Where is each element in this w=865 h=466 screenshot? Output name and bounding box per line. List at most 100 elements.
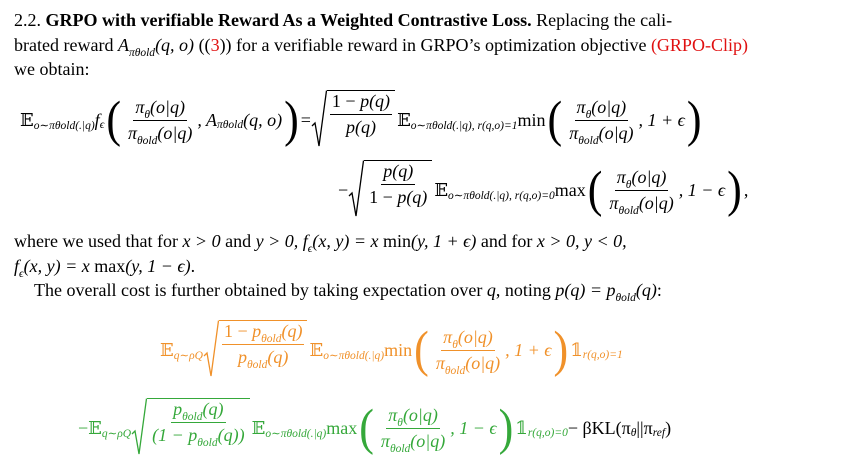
math-text: (q, o): [243, 109, 283, 130]
math-text: (1 − p: [152, 425, 198, 445]
denominator: πθold(o|q): [434, 351, 502, 377]
radical-stroke: [312, 91, 327, 146]
math-text: p: [238, 347, 248, 367]
subscript: ϵ: [307, 243, 313, 255]
text: −: [338, 179, 349, 200]
subscript: o∼πθold(.|q): [265, 428, 327, 440]
math-text: , 1 + ϵ: [638, 109, 685, 130]
numerator: πθ(o|q): [441, 327, 495, 351]
subscript: θ: [630, 427, 637, 439]
text: ): [665, 417, 672, 438]
radical-sign: [348, 160, 364, 220]
text-line: we obtain:: [14, 59, 89, 80]
text: 𝟙: [570, 339, 583, 360]
fraction: πθ(o|q) πθold(o|q): [434, 327, 502, 377]
math-text: (q): [202, 399, 224, 419]
radical-stroke: [349, 161, 364, 216]
text-line: brated reward Aπθold(q, o) ((3)) for a v…: [14, 35, 748, 59]
numerator: 1 − p(q): [329, 91, 393, 115]
math-text: A: [117, 35, 129, 55]
math-text: (q): [281, 321, 303, 341]
math-text: (y, 1 + ϵ): [410, 231, 477, 251]
math-text: π: [443, 326, 453, 347]
math-text: π: [388, 404, 398, 425]
subscript: πθold: [128, 47, 156, 59]
text: 1 −: [223, 321, 253, 341]
math-text: p(q): [397, 187, 428, 207]
numerator: pθold(q): [171, 399, 226, 423]
text: 𝔼: [309, 339, 324, 360]
math-text: , 1 − ϵ: [450, 417, 497, 438]
text: brated reward: [14, 35, 118, 55]
bold-text: GRPO with verifiable Reward As a Weighte…: [45, 10, 532, 30]
text: 𝟙: [515, 417, 528, 438]
math-text: (x, y) = x: [312, 231, 379, 251]
math-text: f: [14, 256, 20, 276]
math-text: π: [576, 96, 586, 117]
math-text: π: [435, 352, 445, 373]
numerator: p(q): [381, 161, 416, 185]
subscript: θ: [585, 108, 592, 121]
subscript: θold: [182, 411, 203, 423]
reference-link[interactable]: (GRPO-Clip): [650, 35, 748, 55]
text: .: [190, 256, 196, 276]
radical-sign: [131, 398, 147, 458]
math-text: p(q): [360, 91, 391, 111]
text: The overall cost is further obtained by …: [34, 280, 487, 300]
text: we obtain:: [14, 59, 90, 79]
denominator: (1 − pθold(q)): [150, 423, 246, 449]
math-text: π: [380, 430, 390, 451]
math-text: (o|q): [410, 430, 446, 451]
math-text: π: [135, 96, 145, 117]
fraction: πθ(o|q) πθold(o|q): [126, 96, 194, 147]
radicand: 1 − pθold(q) pθold(q): [218, 320, 308, 380]
math-text: , 1 − ϵ: [678, 179, 726, 200]
text-line: where we used that for x > 0 and y > 0, …: [14, 231, 627, 255]
subscript: o∼πθold(.|q), r(q,o)=1: [410, 120, 518, 132]
math-text: (x, y) = x: [23, 256, 90, 276]
radicand: p(q) 1 − p(q): [364, 160, 433, 220]
fraction: pθold(q) (1 − pθold(q)): [150, 399, 246, 458]
math-text: (q, o): [155, 35, 195, 55]
subscript: r(q,o)=0: [527, 427, 568, 439]
text: 𝔼: [397, 109, 411, 130]
text: ||π: [636, 417, 653, 438]
denominator: pθold(q): [236, 345, 290, 371]
text: max: [554, 179, 586, 200]
math-text: (o|q): [465, 352, 501, 373]
math-text: p(q): [383, 161, 414, 181]
subscript: θold: [578, 134, 599, 147]
math-text: y > 0, f: [255, 231, 308, 251]
reference-link[interactable]: 3: [210, 35, 220, 55]
text: 𝔼: [434, 179, 449, 200]
denominator: πθold(o|q): [379, 429, 447, 455]
subscript: θold: [197, 437, 218, 449]
subscript: q∼ρQ: [101, 428, 132, 440]
text: max: [326, 417, 358, 438]
radicand: pθold(q) (1 − pθold(q)): [147, 398, 250, 458]
text: 𝔼: [20, 109, 34, 130]
subscript: o∼πθold(.|q): [33, 120, 95, 132]
math-text: (q)): [217, 425, 245, 445]
radical-sign: [311, 90, 327, 150]
text: max: [89, 256, 126, 276]
math-text: π: [127, 122, 138, 143]
math-text: q: [486, 280, 496, 300]
math-text: π: [569, 122, 579, 143]
subscript: θ: [625, 178, 632, 191]
math-text: , 1 + ϵ: [505, 339, 552, 360]
text: :: [656, 280, 662, 300]
radical-stroke: [204, 321, 219, 376]
math-text: (q): [635, 280, 657, 300]
math-text: x > 0: [182, 231, 221, 251]
text: −𝔼: [78, 417, 102, 438]
radical-sign: [203, 320, 219, 380]
big-paren: ): [727, 161, 742, 218]
text: Replacing the cali-: [531, 10, 673, 30]
subscript: o∼πθold(.|q): [323, 350, 385, 362]
text: 1 −: [331, 91, 361, 111]
